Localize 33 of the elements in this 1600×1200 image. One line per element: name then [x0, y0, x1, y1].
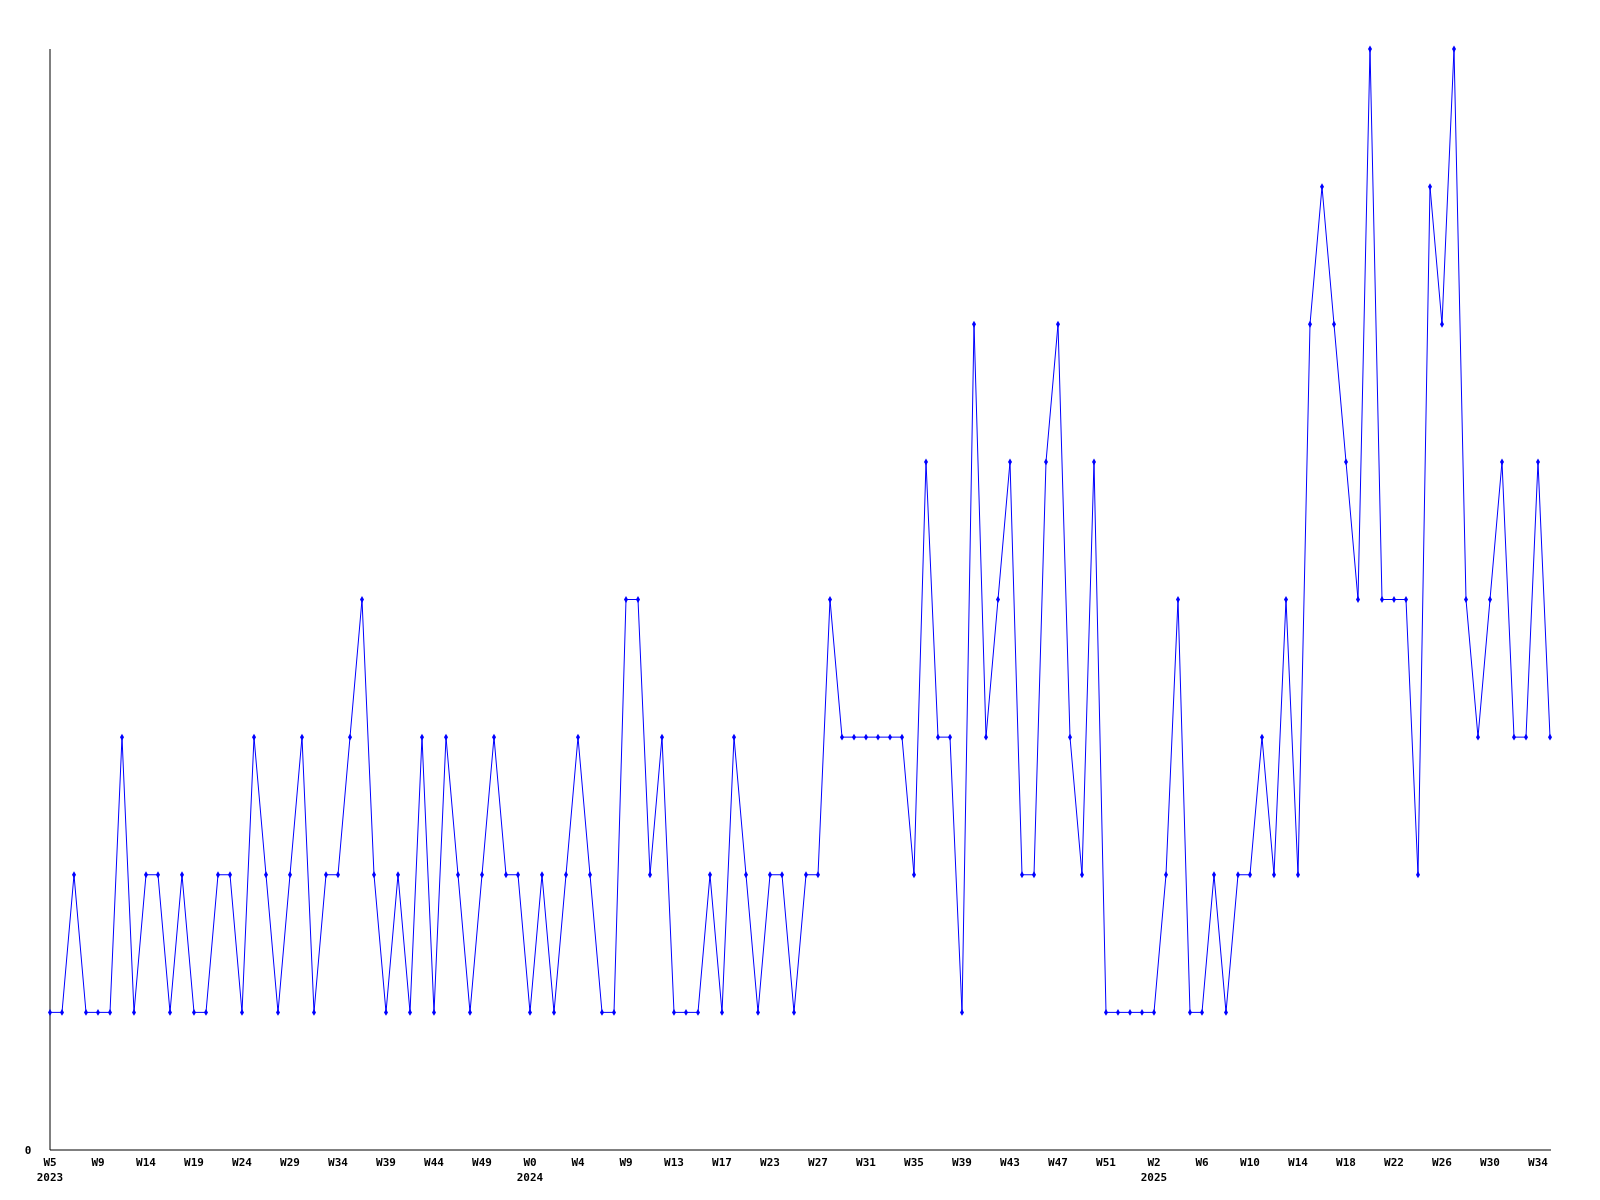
x-tick-label: W14: [1288, 1156, 1309, 1169]
x-tick-label: W17: [712, 1156, 732, 1169]
x-tick-label: W34: [328, 1156, 349, 1169]
x-tick-label: W39: [376, 1156, 396, 1169]
x-tick-label: W39: [952, 1156, 972, 1169]
x-tick-label: W10: [1240, 1156, 1260, 1169]
x-tick-label: W23: [760, 1156, 780, 1169]
x-tick-label: W44: [424, 1156, 445, 1169]
x-tick-label: W43: [1000, 1156, 1020, 1169]
x-tick-label: W35: [904, 1156, 924, 1169]
x-tick-label: W27: [808, 1156, 828, 1169]
x-tick-label: W2 2025: [1140, 1156, 1168, 1184]
text: 0: [24, 1144, 32, 1157]
x-tick-label: W47: [1048, 1156, 1068, 1169]
x-tick-label: W13: [664, 1156, 684, 1169]
x-tick-label: W14: [136, 1156, 157, 1169]
x-tick-label: W26: [1432, 1156, 1453, 1169]
x-tick-label: W29: [280, 1156, 300, 1169]
x-tick-label: W18: [1336, 1156, 1356, 1169]
x-tick-label: W19: [184, 1156, 204, 1169]
x-tick-label: W4: [571, 1156, 585, 1169]
x-tick-label: W24: [232, 1156, 253, 1169]
x-tick-label: W22: [1384, 1156, 1404, 1169]
x-tick-label: W31: [856, 1156, 877, 1169]
x-tick-label: W5 2023: [36, 1156, 64, 1184]
x-tick-label: W9: [91, 1156, 105, 1169]
x-tick-label: W6: [1195, 1156, 1209, 1169]
x-tick-label: W34: [1528, 1156, 1549, 1169]
x-tick-label: W51: [1096, 1156, 1117, 1169]
x-tick-label: W30: [1480, 1156, 1500, 1169]
x-tick-label: W0 2024: [516, 1156, 544, 1184]
x-tick-label: W9: [619, 1156, 633, 1169]
x-tick-label: W49: [472, 1156, 492, 1169]
